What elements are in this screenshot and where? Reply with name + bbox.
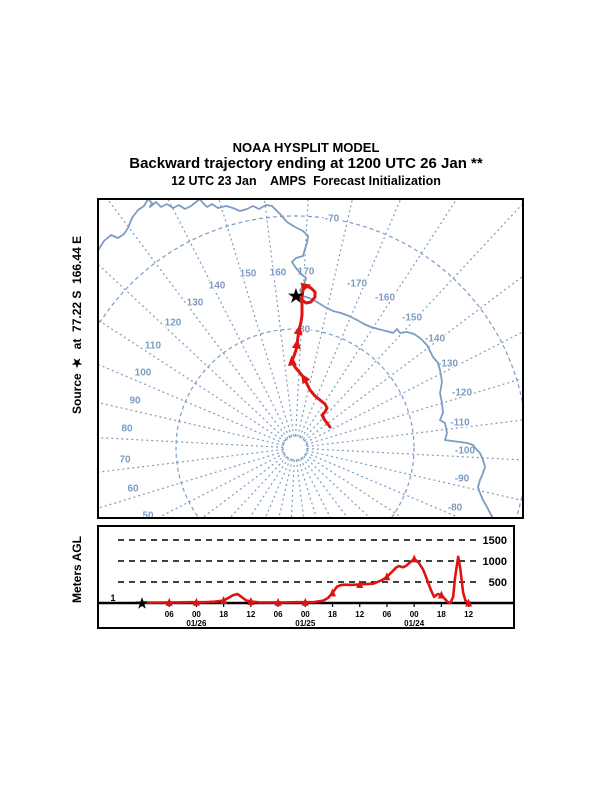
x-tick-label: 18 (328, 610, 337, 619)
longitude-label: 170 (298, 267, 315, 278)
x-tick-label: 12 (355, 610, 364, 619)
gridline-label: 500 (489, 577, 507, 589)
latitude-circle (97, 215, 524, 519)
trajectory-marker (300, 282, 312, 292)
meridian-line (166, 198, 291, 438)
longitude-label: -110 (450, 418, 470, 429)
height-profile-marker (437, 590, 445, 599)
meridian-line (217, 198, 293, 437)
trajectory-path (290, 284, 332, 429)
source-location-label: Source ★ at 77.22 S 166.44 E (70, 235, 84, 415)
longitude-label: 140 (209, 281, 226, 292)
meridian-line (301, 457, 350, 519)
longitude-label: 120 (165, 318, 182, 329)
meridian-line (305, 330, 524, 444)
longitude-label: -160 (375, 293, 395, 304)
x-date-label: 01/24 (404, 619, 425, 628)
x-tick-label: 06 (382, 610, 391, 619)
x-tick-label: 18 (437, 610, 446, 619)
gridline-label: 1000 (483, 556, 507, 568)
height-profile-marker (220, 596, 228, 604)
x-date-label: 01/26 (186, 619, 207, 628)
longitude-label: -80 (448, 503, 463, 514)
trajectory-marker (293, 324, 303, 336)
longitude-label: 70 (119, 455, 131, 466)
x-tick-label: 12 (464, 610, 473, 619)
longitude-label: 110 (145, 341, 162, 352)
longitude-label: 100 (135, 368, 152, 379)
longitude-label: -120 (452, 388, 472, 399)
meridian-line (304, 454, 406, 519)
x-tick-label: 00 (410, 610, 419, 619)
x-tick-label: 18 (219, 610, 228, 619)
longitude-label: -90 (455, 474, 470, 485)
longitude-label: -140 (425, 334, 445, 345)
height-axis-label: Meters AGL (70, 536, 84, 604)
height-profile-marker (274, 597, 282, 606)
height-profile-marker (247, 597, 255, 605)
longitude-label: 80 (121, 424, 133, 435)
meridian-line (305, 452, 464, 519)
chart-source-star-icon: ★ (136, 595, 149, 611)
meridian-line (303, 455, 373, 519)
x-date-label: 01/25 (295, 619, 316, 628)
x-tick-label: 06 (274, 610, 283, 619)
height-profile-marker (410, 554, 418, 563)
longitude-label: -130 (438, 359, 458, 370)
meridian-line (97, 318, 286, 442)
longitude-label: -170 (347, 279, 367, 290)
meridian-line (299, 198, 402, 438)
title-model: NOAA HYSPLIT MODEL (232, 140, 380, 155)
height-profile-marker (301, 597, 309, 606)
longitude-label: 60 (127, 484, 139, 495)
height-profile-chart: 500 1000 1500 06 00 18 12 06 00 18 12 06 00 18 12 01/26… (97, 525, 515, 629)
x-tick-label: 00 (301, 610, 310, 619)
longitude-label: 150 (240, 269, 257, 280)
height-profile-line (140, 555, 470, 605)
x-tick-label: 06 (165, 610, 174, 619)
meridian-line (297, 198, 354, 437)
meridian-line (105, 198, 289, 439)
trajectory-id-label: 1 (110, 593, 115, 603)
trajectory-map: -80 -70 50 60 70 80 90 100 110 120 130 140 150 160 170… (97, 198, 524, 519)
title-initialization: 12 UTC 23 Jan AMPS Forecast Initializati… (171, 174, 441, 188)
longitude-label: 160 (270, 268, 287, 279)
trajectory-marker (301, 373, 311, 385)
meridian-line (227, 456, 288, 519)
chart-border (97, 525, 515, 629)
height-profile-marker (465, 598, 473, 607)
height-profile-marker (383, 572, 391, 581)
longitude-label: -150 (402, 313, 422, 324)
meridian-line (295, 459, 305, 519)
meridian-line (306, 450, 524, 502)
longitude-label: 90 (129, 396, 141, 407)
height-profile-marker (329, 588, 336, 597)
coastline-path (97, 198, 495, 519)
latitude-label: -70 (325, 214, 340, 225)
height-profile-marker (356, 580, 364, 588)
title-trajectory: Backward trajectory ending at 1200 UTC 2… (129, 155, 483, 172)
longitude-label: 50 (142, 511, 154, 520)
latitude-circle (175, 328, 415, 519)
map-border (97, 198, 524, 519)
trajectory-marker (287, 355, 297, 366)
height-profile-marker (192, 597, 200, 606)
pole-circle (282, 435, 308, 461)
meridian-line (306, 419, 524, 448)
meridian-line (306, 377, 524, 446)
height-profile-marker (165, 597, 173, 606)
meridian-line (297, 459, 318, 519)
meridian-line (263, 198, 295, 437)
trajectory-marker (291, 338, 301, 350)
longitude-label: 130 (187, 298, 204, 309)
source-star-icon: ★ (288, 286, 305, 306)
x-tick-label: 12 (246, 610, 255, 619)
x-tick-label: 00 (192, 610, 201, 619)
longitude-label: -100 (455, 446, 475, 457)
gridline-label: 1500 (483, 535, 507, 547)
